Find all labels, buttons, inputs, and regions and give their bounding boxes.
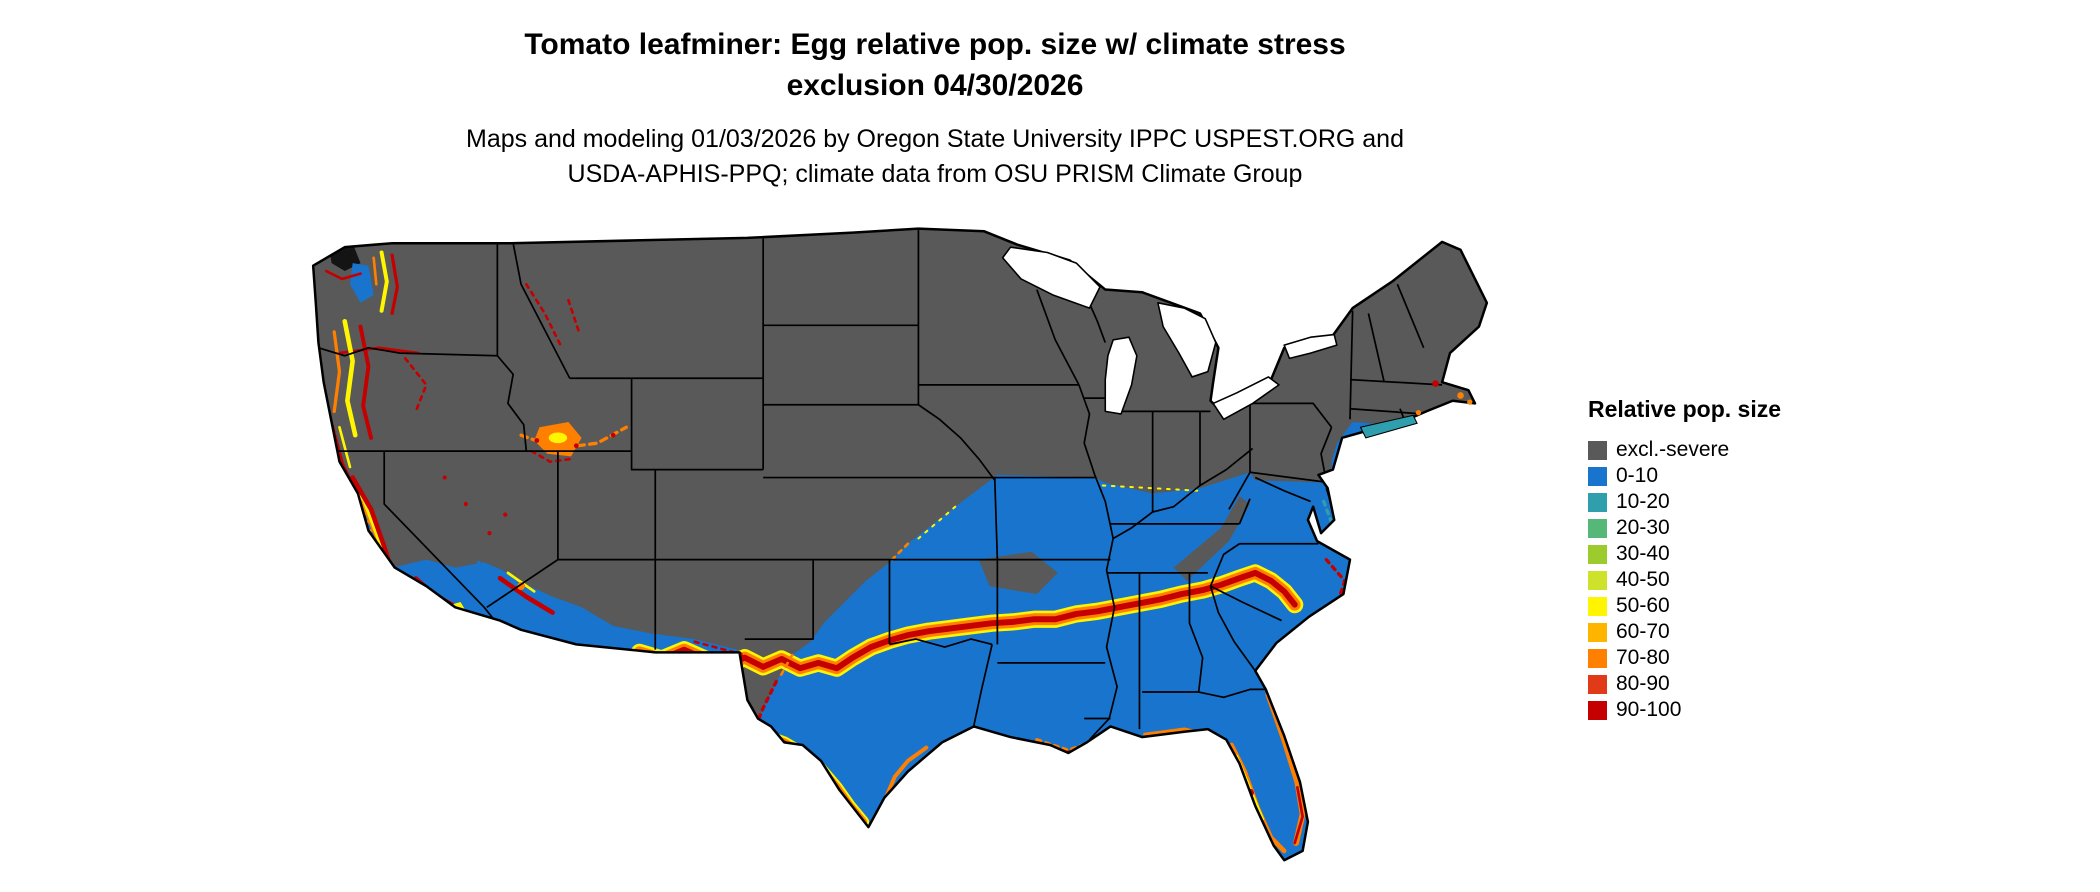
rhode-island-orange-speck <box>1415 410 1422 416</box>
red-speck <box>487 531 492 536</box>
legend-item-label: 30-40 <box>1616 542 1670 565</box>
legend-item-label: 20-30 <box>1616 516 1670 539</box>
legend-item-label: 80-90 <box>1616 672 1670 695</box>
appalachian-exclusion-patch <box>1173 496 1250 581</box>
lake-michigan <box>1104 336 1138 415</box>
chesapeake-teal-specks <box>1322 499 1334 525</box>
us-map-svg <box>311 227 1489 862</box>
norcal-coast-yellow <box>338 425 352 469</box>
wa-cascades-red <box>390 253 400 316</box>
az-red-streak <box>497 575 555 615</box>
map-title: Tomato leafminer: Egg relative pop. size… <box>0 24 1870 106</box>
red-speck <box>442 475 447 480</box>
legend-item-label: 50-60 <box>1616 594 1670 617</box>
legend-swatch <box>1588 622 1607 642</box>
ozark-exclusion-patch <box>978 551 1058 595</box>
legend-item-label: 10-20 <box>1616 490 1670 513</box>
wtx-orange-fringe <box>777 653 794 681</box>
legend-swatch <box>1588 674 1607 694</box>
puget-lowland-blue <box>350 263 374 303</box>
legend-item-label: 0-10 <box>1616 464 1659 487</box>
red-speck <box>534 438 540 443</box>
legend-item: excl.-severe <box>1588 437 1781 463</box>
bigbend-red-fringe <box>756 679 778 723</box>
wa-red-fringe <box>325 269 362 281</box>
legend-swatch <box>1588 596 1607 616</box>
red-speck <box>573 443 579 449</box>
red-speck <box>503 512 508 517</box>
us-choropleth-map <box>300 226 1550 888</box>
wa-cascades-yellow <box>379 250 389 313</box>
legend-rows: excl.-severe 0-10 10-20 20-30 30-40 40-50 50-6… <box>1588 437 1781 723</box>
legend-item: 0-10 <box>1588 463 1781 489</box>
lake-huron <box>1157 301 1217 378</box>
midwest-yellow-fringe <box>1101 484 1201 492</box>
legend-item-label: 40-50 <box>1616 568 1670 591</box>
legend-swatch <box>1588 518 1607 538</box>
legend-swatch <box>1588 700 1607 720</box>
map-subtitle: Maps and modeling 01/03/2026 by Oregon S… <box>0 122 1870 192</box>
legend-swatch <box>1588 492 1607 512</box>
or-cascades-red <box>358 324 374 440</box>
map-subtitle-line2: USDA-APHIS-PPQ; climate data from OSU PR… <box>567 160 1303 188</box>
great-salt-lake-yellow <box>548 432 568 444</box>
red-speck <box>463 501 468 507</box>
cape-cod-orange-speck <box>1467 399 1473 405</box>
legend-item-label: 70-80 <box>1616 646 1670 669</box>
legend-item: 50-60 <box>1588 593 1781 619</box>
state-borders <box>318 229 1443 741</box>
legend-item: 10-20 <box>1588 489 1781 515</box>
mt-valley-red-specks <box>525 282 562 347</box>
stress-band-red <box>636 569 1298 672</box>
legend-item: 60-70 <box>1588 619 1781 645</box>
legend-swatch <box>1588 544 1607 564</box>
legend-item-label: 60-70 <box>1616 620 1670 643</box>
lake-superior <box>1001 246 1101 309</box>
legend-swatch <box>1588 466 1607 486</box>
fl-east-coast-red <box>1293 786 1304 845</box>
or-coastrange-orange <box>332 330 342 414</box>
map-subtitle-line1: Maps and modeling 01/03/2026 by Oregon S… <box>466 125 1404 153</box>
legend-swatch <box>1588 440 1607 460</box>
wa-cascades-orange <box>372 256 378 286</box>
red-speck <box>610 432 616 438</box>
lake-ontario <box>1283 333 1338 360</box>
boston-red-speck <box>1432 380 1439 387</box>
legend-swatch <box>1588 570 1607 590</box>
legend-item: 70-80 <box>1588 645 1781 671</box>
colorado-river-blue <box>464 560 481 612</box>
map-title-line2: exclusion 04/30/2026 <box>786 69 1084 102</box>
legend-title: Relative pop. size <box>1588 396 1782 422</box>
legend: Relative pop. size excl.-severe 0-10 10-20… <box>1588 396 1781 723</box>
or-valley-yellow <box>342 319 358 438</box>
nm-border-red-specks <box>693 640 736 654</box>
map-fill-layer <box>313 228 1487 861</box>
id-valley-red-specks <box>567 298 581 334</box>
ks-yellow-fringe <box>917 505 957 540</box>
legend-item-label: 90-100 <box>1616 698 1682 721</box>
legend-swatch <box>1588 648 1607 668</box>
legend-item: 20-30 <box>1588 515 1781 541</box>
az-orange-spot <box>517 582 525 591</box>
legend-item: 80-90 <box>1588 671 1781 697</box>
legend-item-label: excl.-severe <box>1616 438 1730 461</box>
legend-item: 40-50 <box>1588 567 1781 593</box>
legend-item: 90-100 <box>1588 697 1781 723</box>
cape-cod-orange-speck <box>1457 392 1464 399</box>
tx-coast-orange <box>884 745 929 798</box>
map-title-line1: Tomato leafminer: Egg relative pop. size… <box>524 28 1346 61</box>
lake-erie <box>1212 376 1280 421</box>
great-lakes <box>1001 246 1338 421</box>
east-or-red-specks <box>403 357 428 413</box>
gsl-red-specks <box>530 449 573 463</box>
long-island <box>1359 414 1418 439</box>
legend-item: 30-40 <box>1588 541 1781 567</box>
